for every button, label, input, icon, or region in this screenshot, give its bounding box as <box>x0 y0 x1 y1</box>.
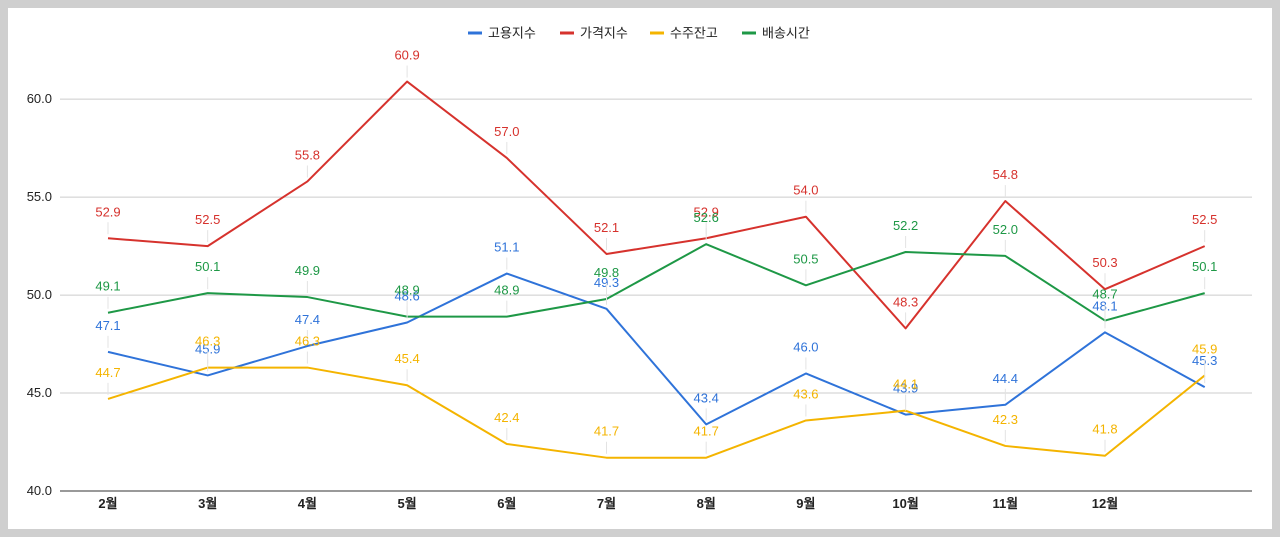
data-label: 52.5 <box>195 212 220 227</box>
data-label: 47.1 <box>95 318 120 333</box>
data-label: 57.0 <box>494 124 519 139</box>
data-label: 43.6 <box>793 386 818 401</box>
legend-label: 배송시간 <box>762 26 810 41</box>
y-tick-label: 40.0 <box>27 483 52 498</box>
data-label: 43.4 <box>694 390 719 405</box>
series-line <box>107 243 1205 322</box>
data-label: 45.9 <box>195 341 220 356</box>
x-tick-label: 2월 <box>98 496 117 511</box>
data-label: 52.1 <box>594 220 619 235</box>
data-label: 52.2 <box>893 218 918 233</box>
data-label: 48.3 <box>893 294 918 309</box>
series-line <box>107 272 1206 426</box>
x-tick-label: 8월 <box>697 496 716 511</box>
data-label: 46.0 <box>793 339 818 354</box>
legend-item[interactable]: 고용지수 <box>468 26 536 41</box>
data-label: 43.9 <box>893 381 918 396</box>
legend[interactable]: 고용지수 가격지수 수주잔고 배송시간 <box>468 26 810 41</box>
data-label: 55.8 <box>295 147 320 162</box>
data-label: 41.7 <box>594 424 619 439</box>
data-label: 50.1 <box>1192 259 1217 274</box>
legend-label: 고용지수 <box>488 26 536 41</box>
data-label: 44.4 <box>993 371 1018 386</box>
data-label: 41.8 <box>1092 422 1117 437</box>
x-tick-label: 10월 <box>892 496 918 511</box>
x-tick-label: 3월 <box>198 496 217 511</box>
y-tick-label: 45.0 <box>27 385 52 400</box>
data-label: 42.3 <box>993 412 1018 427</box>
data-label: 46.3 <box>195 334 220 349</box>
chart-frame: 40.0 45.0 50.0 55.0 60.0 2월 3월 4월 5월 6월 7월 8월 9월 10월… <box>8 8 1272 529</box>
data-label: 50.3 <box>1092 255 1117 270</box>
y-tick-label: 60.0 <box>27 91 52 106</box>
data-labels: 47.1 45.9 47.4 48.6 51.1 49.3 43.4 46.0 43.9 44.4… <box>95 48 1217 454</box>
data-label: 48.9 <box>494 283 519 298</box>
data-label: 52.5 <box>1192 212 1217 227</box>
data-label: 41.7 <box>694 424 719 439</box>
data-label: 48.9 <box>394 283 419 298</box>
series-line <box>107 80 1206 330</box>
data-label: 54.8 <box>993 167 1018 182</box>
data-label: 46.3 <box>295 334 320 349</box>
x-tick-label: 6월 <box>497 496 516 511</box>
legend-label: 수주잔고 <box>670 26 718 41</box>
data-label: 44.7 <box>95 365 120 380</box>
data-label: 49.8 <box>594 265 619 280</box>
y-axis: 40.0 45.0 50.0 55.0 60.0 <box>27 91 52 498</box>
data-label: 49.1 <box>95 279 120 294</box>
legend-label: 가격지수 <box>580 26 628 41</box>
data-label: 50.1 <box>195 259 220 274</box>
data-label: 45.4 <box>394 351 419 366</box>
x-tick-label: 4월 <box>298 496 317 511</box>
data-label: 54.0 <box>793 183 818 198</box>
legend-item[interactable]: 배송시간 <box>742 26 810 41</box>
data-label: 48.7 <box>1092 287 1117 302</box>
data-label: 48.6 <box>394 289 419 304</box>
data-label: 49.9 <box>295 263 320 278</box>
y-tick-label: 50.0 <box>27 287 52 302</box>
series-lines <box>107 80 1206 459</box>
y-tick-label: 55.0 <box>27 189 52 204</box>
data-label: 47.4 <box>295 312 320 327</box>
series-line <box>107 366 1206 459</box>
x-tick-label: 5월 <box>397 496 416 511</box>
x-tick-label: 11월 <box>992 496 1018 511</box>
legend-item[interactable]: 가격지수 <box>560 26 628 41</box>
line-chart: 40.0 45.0 50.0 55.0 60.0 2월 3월 4월 5월 6월 7월 8월 9월 10월… <box>27 26 1252 511</box>
legend-item[interactable]: 수주잔고 <box>650 26 718 41</box>
x-axis: 2월 3월 4월 5월 6월 7월 8월 9월 10월 11월 12월 <box>98 496 1118 511</box>
x-tick-label: 9월 <box>796 496 815 511</box>
data-label: 49.3 <box>594 275 619 290</box>
data-label: 52.9 <box>694 204 719 219</box>
data-label: 42.4 <box>494 410 519 425</box>
data-label: 52.6 <box>694 210 719 225</box>
data-label: 50.5 <box>793 251 818 266</box>
data-label: 51.1 <box>494 240 519 255</box>
x-tick-label: 12월 <box>1092 496 1118 511</box>
data-label: 60.9 <box>394 48 419 63</box>
data-label: 44.1 <box>893 377 918 392</box>
data-label: 52.0 <box>993 222 1018 237</box>
x-tick-label: 7월 <box>597 496 616 511</box>
data-label: 45.9 <box>1192 341 1217 356</box>
data-label: 52.9 <box>95 204 120 219</box>
